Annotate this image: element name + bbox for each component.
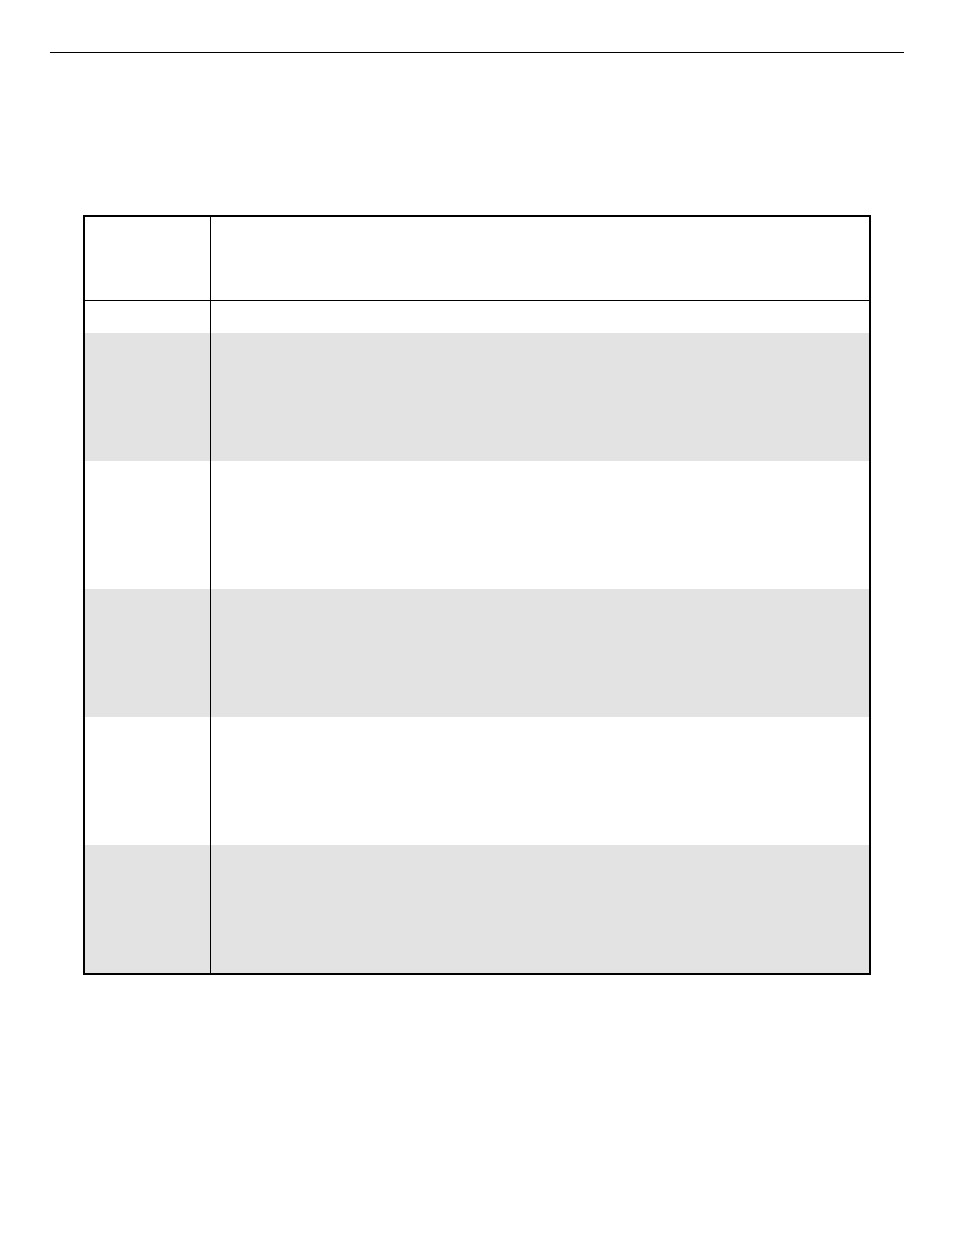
table-cell xyxy=(85,589,211,717)
horizontal-rule xyxy=(50,52,904,53)
table-row xyxy=(85,461,869,589)
table-cell xyxy=(85,301,211,333)
table-cell xyxy=(211,589,869,717)
table-cell xyxy=(85,461,211,589)
table-cell xyxy=(85,717,211,845)
table-row xyxy=(85,845,869,973)
table-cell xyxy=(211,717,869,845)
table-cell xyxy=(211,461,869,589)
table-row xyxy=(85,333,869,461)
table-cell xyxy=(211,301,869,333)
table-header-cell-2 xyxy=(211,217,869,300)
table-row xyxy=(85,717,869,845)
table-cell xyxy=(85,845,211,973)
table-header-cell-1 xyxy=(85,217,211,300)
data-table xyxy=(83,215,871,975)
table-row xyxy=(85,589,869,717)
table-cell xyxy=(85,333,211,461)
table-row xyxy=(85,301,869,333)
table-cell xyxy=(211,845,869,973)
table-cell xyxy=(211,333,869,461)
table-header-row xyxy=(85,217,869,301)
